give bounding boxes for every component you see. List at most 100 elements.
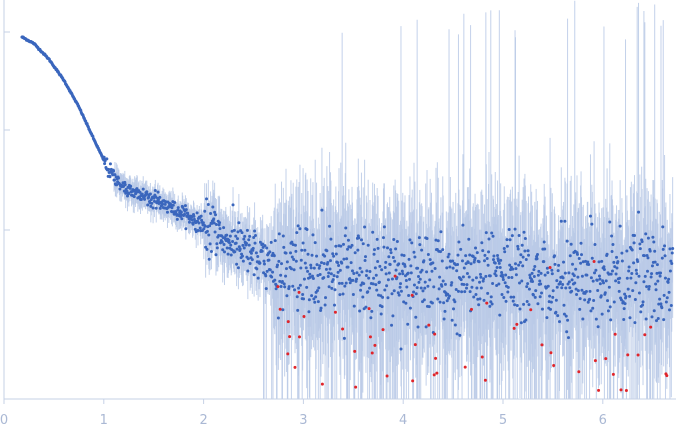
data-point	[222, 242, 226, 246]
outlier-point	[463, 365, 467, 369]
data-point	[195, 211, 199, 215]
data-point	[268, 250, 272, 254]
data-point	[374, 283, 378, 287]
data-point	[371, 282, 375, 286]
data-point	[589, 309, 593, 313]
data-point	[458, 333, 462, 337]
data-point	[316, 300, 320, 304]
data-point	[170, 206, 174, 210]
data-point	[350, 243, 354, 247]
data-point	[450, 318, 454, 322]
data-point	[572, 274, 576, 278]
data-point	[630, 271, 634, 275]
data-point	[607, 272, 611, 276]
data-point	[415, 286, 419, 290]
data-point	[371, 230, 375, 234]
data-point	[614, 272, 618, 276]
data-point	[203, 209, 207, 213]
data-point	[376, 259, 380, 263]
data-point	[561, 276, 565, 280]
data-point	[590, 222, 594, 226]
data-point	[568, 254, 572, 258]
outlier-point	[613, 332, 617, 336]
data-point	[630, 248, 634, 252]
data-point	[455, 269, 459, 273]
data-point	[642, 280, 646, 284]
data-point	[156, 198, 160, 202]
data-point	[525, 285, 529, 289]
data-point	[632, 233, 636, 237]
outlier-point	[649, 325, 653, 329]
data-point	[549, 300, 553, 304]
data-point	[484, 231, 488, 235]
data-point	[602, 265, 606, 269]
data-point	[565, 239, 569, 243]
data-point	[386, 296, 390, 300]
data-point	[430, 301, 434, 305]
x-tick-label: 6	[599, 413, 607, 428]
outlier-point	[592, 259, 596, 263]
data-point	[620, 259, 624, 263]
data-point	[482, 277, 486, 281]
data-point	[420, 248, 424, 252]
data-point	[272, 254, 276, 258]
data-point	[392, 237, 396, 241]
data-point	[117, 176, 121, 180]
data-point	[225, 233, 229, 237]
data-point	[522, 230, 526, 234]
data-point	[627, 269, 631, 273]
data-point	[594, 317, 598, 321]
data-point	[661, 225, 665, 229]
data-point	[602, 267, 606, 271]
data-point	[447, 294, 451, 298]
data-point	[539, 282, 543, 286]
data-point	[348, 277, 352, 281]
outlier-point	[432, 373, 436, 377]
data-point	[642, 254, 646, 258]
data-point	[289, 267, 293, 271]
x-tick-label: 2	[199, 413, 207, 428]
data-point	[452, 307, 456, 311]
data-point	[308, 275, 312, 279]
data-point	[390, 292, 394, 296]
data-point	[477, 303, 481, 307]
data-point	[311, 276, 315, 280]
data-point	[442, 317, 446, 321]
data-point	[289, 251, 293, 255]
data-point	[382, 225, 386, 229]
error-bars-layer	[113, 0, 674, 399]
data-point	[500, 292, 504, 296]
data-point	[500, 271, 504, 275]
data-point	[581, 260, 585, 264]
data-point	[524, 258, 528, 262]
outlier-point	[353, 349, 357, 353]
data-point	[285, 260, 289, 264]
data-point	[576, 289, 580, 293]
data-point	[550, 272, 554, 276]
data-point	[319, 306, 323, 310]
outlier-point	[626, 353, 630, 357]
data-point	[596, 325, 600, 329]
data-point	[383, 288, 387, 292]
data-point	[318, 264, 322, 268]
data-point	[384, 260, 388, 264]
data-point	[324, 267, 328, 271]
data-point	[307, 298, 311, 302]
data-point	[258, 240, 262, 244]
data-point	[517, 233, 521, 237]
data-point	[314, 295, 318, 299]
data-point	[413, 255, 417, 259]
data-point	[310, 294, 314, 298]
outlier-point	[276, 285, 280, 289]
data-point	[215, 246, 219, 250]
data-point	[451, 266, 455, 270]
data-point	[645, 253, 649, 257]
data-point	[275, 263, 279, 267]
data-point	[671, 247, 675, 251]
data-point	[322, 261, 326, 265]
data-point	[139, 198, 143, 202]
data-point	[510, 275, 514, 279]
data-point	[363, 225, 367, 229]
data-point	[408, 277, 412, 281]
data-point	[264, 287, 268, 291]
